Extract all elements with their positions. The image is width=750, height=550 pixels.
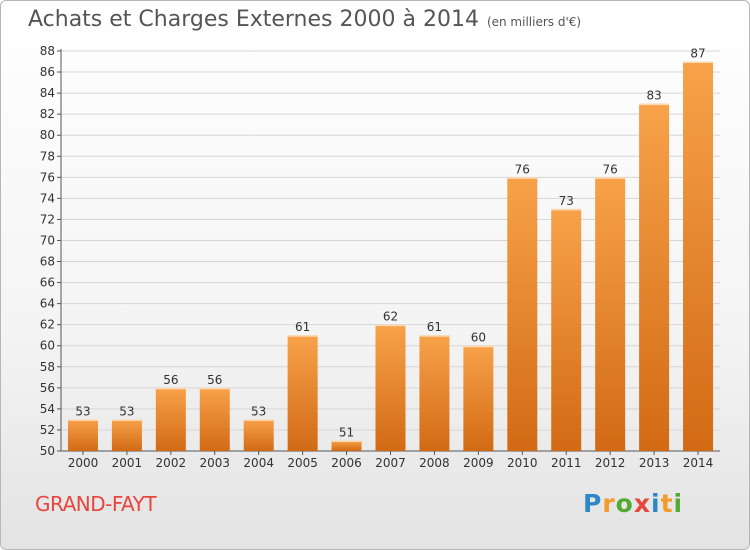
bar-highlight xyxy=(507,177,538,179)
x-tick-label: 2008 xyxy=(419,456,450,470)
data-label: 73 xyxy=(559,194,574,208)
y-tick-label: 60 xyxy=(40,339,55,353)
bar xyxy=(375,324,406,451)
bar-highlight xyxy=(67,419,98,421)
bar xyxy=(595,177,626,451)
y-tick-label: 58 xyxy=(40,360,55,374)
bar xyxy=(331,440,362,451)
logo-letter: r xyxy=(602,489,616,518)
y-tick-label: 52 xyxy=(40,423,55,437)
x-tick-label: 2005 xyxy=(287,456,318,470)
x-tick-label: 2011 xyxy=(551,456,582,470)
bar xyxy=(199,387,230,451)
data-label: 76 xyxy=(515,162,530,176)
labels: 50 52 54 56 58 60 62 64 66 68 70 72 74 76 78 80 82 84 86 88… xyxy=(40,44,714,470)
bar xyxy=(287,335,318,451)
y-tick-label: 70 xyxy=(40,233,55,247)
x-tick-label: 2006 xyxy=(331,456,362,470)
data-label: 83 xyxy=(646,89,661,103)
bar xyxy=(463,345,494,451)
y-tick-label: 64 xyxy=(40,297,55,311)
data-label: 53 xyxy=(251,404,266,418)
x-tick-label: 2002 xyxy=(156,456,187,470)
logo-letter: i xyxy=(673,489,684,518)
bar-highlight xyxy=(287,335,318,337)
bar-highlight xyxy=(243,419,274,421)
bar xyxy=(155,387,186,451)
y-tick-label: 56 xyxy=(40,381,55,395)
data-label: 56 xyxy=(207,373,222,387)
place-name: GRAND-FAYT xyxy=(35,492,157,516)
y-tick-label: 66 xyxy=(40,276,55,290)
chart-title-text: Achats et Charges Externes 2000 à 2014 xyxy=(28,7,479,32)
bar-highlight xyxy=(419,335,450,337)
x-tick-label: 2000 xyxy=(68,456,99,470)
y-tick-label: 50 xyxy=(40,444,55,458)
x-tick-label: 2012 xyxy=(595,456,626,470)
x-tick-label: 2013 xyxy=(639,456,670,470)
y-tick-label: 78 xyxy=(40,149,55,163)
logo-letter: t xyxy=(660,489,674,518)
chart-title: Achats et Charges Externes 2000 à 2014 (e… xyxy=(28,7,581,32)
bar xyxy=(67,419,98,451)
logo-letter: P xyxy=(583,489,603,518)
y-tick-label: 80 xyxy=(40,128,55,142)
x-tick-label: 2003 xyxy=(199,456,230,470)
y-tick-label: 86 xyxy=(40,65,55,79)
bar xyxy=(683,61,714,452)
data-label: 53 xyxy=(75,404,90,418)
y-tick-label: 72 xyxy=(40,212,55,226)
y-tick-label: 62 xyxy=(40,318,55,332)
bar xyxy=(551,208,582,451)
y-tick-label: 74 xyxy=(40,191,55,205)
logo-letter: i xyxy=(651,489,661,518)
data-label: 51 xyxy=(339,425,354,439)
bar xyxy=(419,335,450,451)
x-tick-label: 2007 xyxy=(375,456,406,470)
logo-letter: o xyxy=(615,489,634,518)
data-label: 61 xyxy=(295,320,310,334)
bar-highlight xyxy=(331,440,362,442)
bar-highlight xyxy=(683,61,714,64)
bar xyxy=(243,419,274,451)
bar-highlight xyxy=(199,387,230,390)
x-tick-label: 2009 xyxy=(463,456,494,470)
data-label: 87 xyxy=(690,47,705,61)
x-tick-label: 2014 xyxy=(683,456,714,470)
x-tick-label: 2010 xyxy=(507,456,538,470)
y-tick-label: 84 xyxy=(40,86,55,100)
bar-highlight xyxy=(111,419,142,421)
data-label: 56 xyxy=(163,373,178,387)
data-label: 53 xyxy=(119,404,134,418)
bar xyxy=(111,419,142,451)
y-tick-label: 68 xyxy=(40,255,55,269)
bar-highlight xyxy=(595,177,626,179)
bar xyxy=(507,177,538,451)
logo-letter: x xyxy=(633,489,651,518)
bar-highlight xyxy=(375,324,406,327)
y-tick-label: 82 xyxy=(40,107,55,121)
bar-highlight xyxy=(463,345,494,348)
y-tick-label: 76 xyxy=(40,170,55,184)
data-label: 76 xyxy=(603,162,618,176)
bars xyxy=(67,61,714,452)
data-label: 61 xyxy=(427,320,442,334)
bar xyxy=(639,103,670,451)
data-label: 62 xyxy=(383,310,398,324)
unit-note: (en milliers d'€) xyxy=(486,15,582,29)
proxiti-logo: Proxiti xyxy=(583,489,683,518)
x-tick-label: 2004 xyxy=(243,456,274,470)
bar-highlight xyxy=(155,387,186,390)
bar-highlight xyxy=(639,103,670,106)
data-label: 60 xyxy=(471,331,486,345)
bar-highlight xyxy=(551,208,582,211)
y-tick-label: 88 xyxy=(40,44,55,58)
x-tick-label: 2001 xyxy=(112,456,143,470)
y-tick-label: 54 xyxy=(40,402,55,416)
